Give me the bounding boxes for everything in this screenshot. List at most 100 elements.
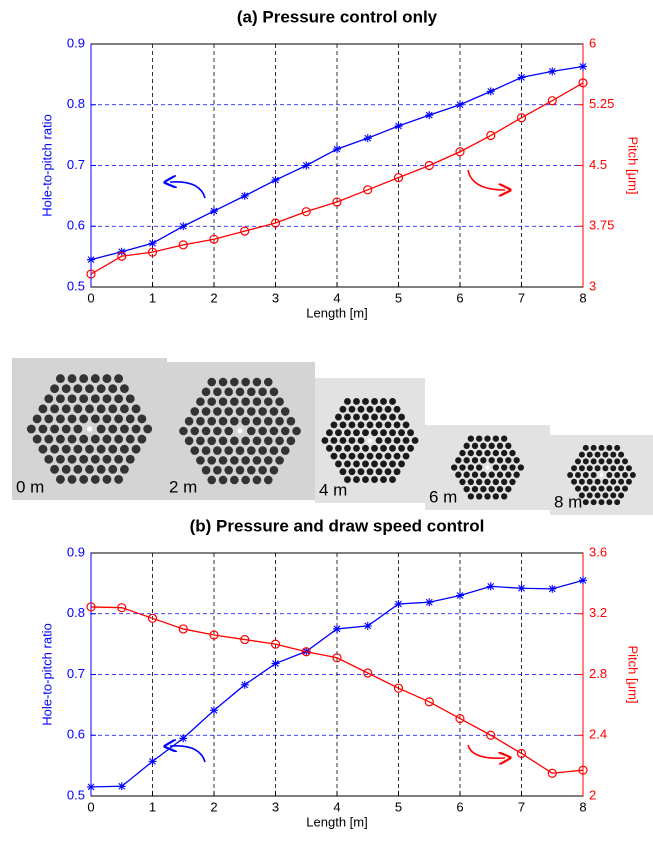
hole (606, 458, 613, 465)
hole (235, 446, 245, 455)
marker (87, 782, 95, 791)
hole (353, 476, 360, 483)
hole (275, 436, 284, 446)
hole (362, 429, 369, 437)
hole (496, 485, 504, 493)
x-tick-label: 1 (149, 799, 156, 814)
marker (240, 191, 249, 200)
hole (230, 416, 239, 426)
hole (459, 478, 466, 486)
hole (348, 421, 356, 429)
hole (213, 387, 222, 397)
hole (614, 444, 621, 451)
y2-tick-label: 2.8 (589, 666, 607, 681)
hole (586, 451, 593, 458)
x-tick-label: 7 (518, 290, 525, 305)
hole (326, 429, 333, 437)
x-tick-label: 0 (87, 290, 94, 305)
marker (179, 222, 188, 231)
chart-title: (a) Pressure control only (237, 7, 438, 26)
hole (224, 407, 233, 416)
hole (375, 468, 383, 476)
hole (102, 454, 112, 464)
hole (492, 478, 500, 486)
hole (384, 421, 392, 429)
hole (73, 384, 83, 394)
y-tick-label: 0.6 (67, 727, 85, 742)
hole (50, 424, 60, 434)
hole (73, 404, 83, 414)
hole (488, 485, 495, 493)
hole (269, 446, 279, 455)
hole (380, 460, 387, 468)
hole (459, 464, 466, 471)
hole (190, 407, 200, 416)
hole (38, 444, 48, 454)
y-tick-label: 0.9 (67, 544, 85, 559)
hole (375, 437, 383, 444)
marker (333, 624, 341, 633)
hole (380, 413, 387, 421)
hole (571, 465, 578, 472)
hole (224, 446, 233, 455)
micrograph-label: 4 m (319, 480, 347, 499)
marker (393, 173, 404, 183)
hole (241, 397, 250, 406)
marker (517, 73, 526, 82)
hole (179, 426, 188, 436)
hole (230, 475, 239, 485)
hole (335, 444, 342, 452)
hole (606, 472, 613, 478)
hole (610, 451, 617, 458)
hole (602, 451, 609, 458)
x-tick-label: 1 (149, 290, 156, 305)
hole (451, 464, 458, 471)
hole (398, 444, 405, 452)
hole (501, 464, 508, 471)
marker (578, 78, 588, 88)
hole (353, 398, 360, 405)
marker (240, 680, 249, 689)
y-tick-label: 0.8 (67, 605, 85, 620)
hole (384, 437, 392, 444)
micrograph-label: 6 m (429, 487, 457, 506)
x-tick-label: 2 (210, 799, 217, 814)
hole (67, 374, 77, 384)
hole (38, 404, 48, 414)
hole (488, 442, 495, 450)
hole (247, 426, 256, 436)
hole (50, 384, 60, 394)
hole (505, 457, 512, 464)
hole (402, 437, 410, 444)
hole (582, 499, 589, 506)
hole (38, 424, 48, 434)
hole (463, 457, 470, 464)
hole (348, 468, 356, 476)
hole (67, 474, 77, 484)
hole (32, 434, 42, 444)
series-line (90, 606, 584, 774)
hole (480, 442, 487, 450)
x-tick-label: 3 (272, 799, 279, 814)
hole (501, 478, 508, 486)
hole (258, 407, 267, 416)
marker (486, 730, 496, 740)
hole (480, 457, 487, 464)
hole (602, 465, 609, 472)
hole (67, 434, 77, 444)
hole (339, 437, 347, 444)
marker (456, 100, 464, 109)
hole (476, 464, 483, 471)
hole (384, 405, 392, 413)
marker (301, 207, 311, 217)
hole (344, 476, 351, 483)
marker (456, 591, 464, 600)
marker (394, 600, 403, 609)
hole (224, 426, 233, 436)
hole (275, 416, 284, 426)
hole (371, 429, 378, 437)
hole (280, 426, 290, 436)
hole (480, 485, 487, 493)
hole (102, 394, 112, 404)
hole (96, 444, 106, 454)
